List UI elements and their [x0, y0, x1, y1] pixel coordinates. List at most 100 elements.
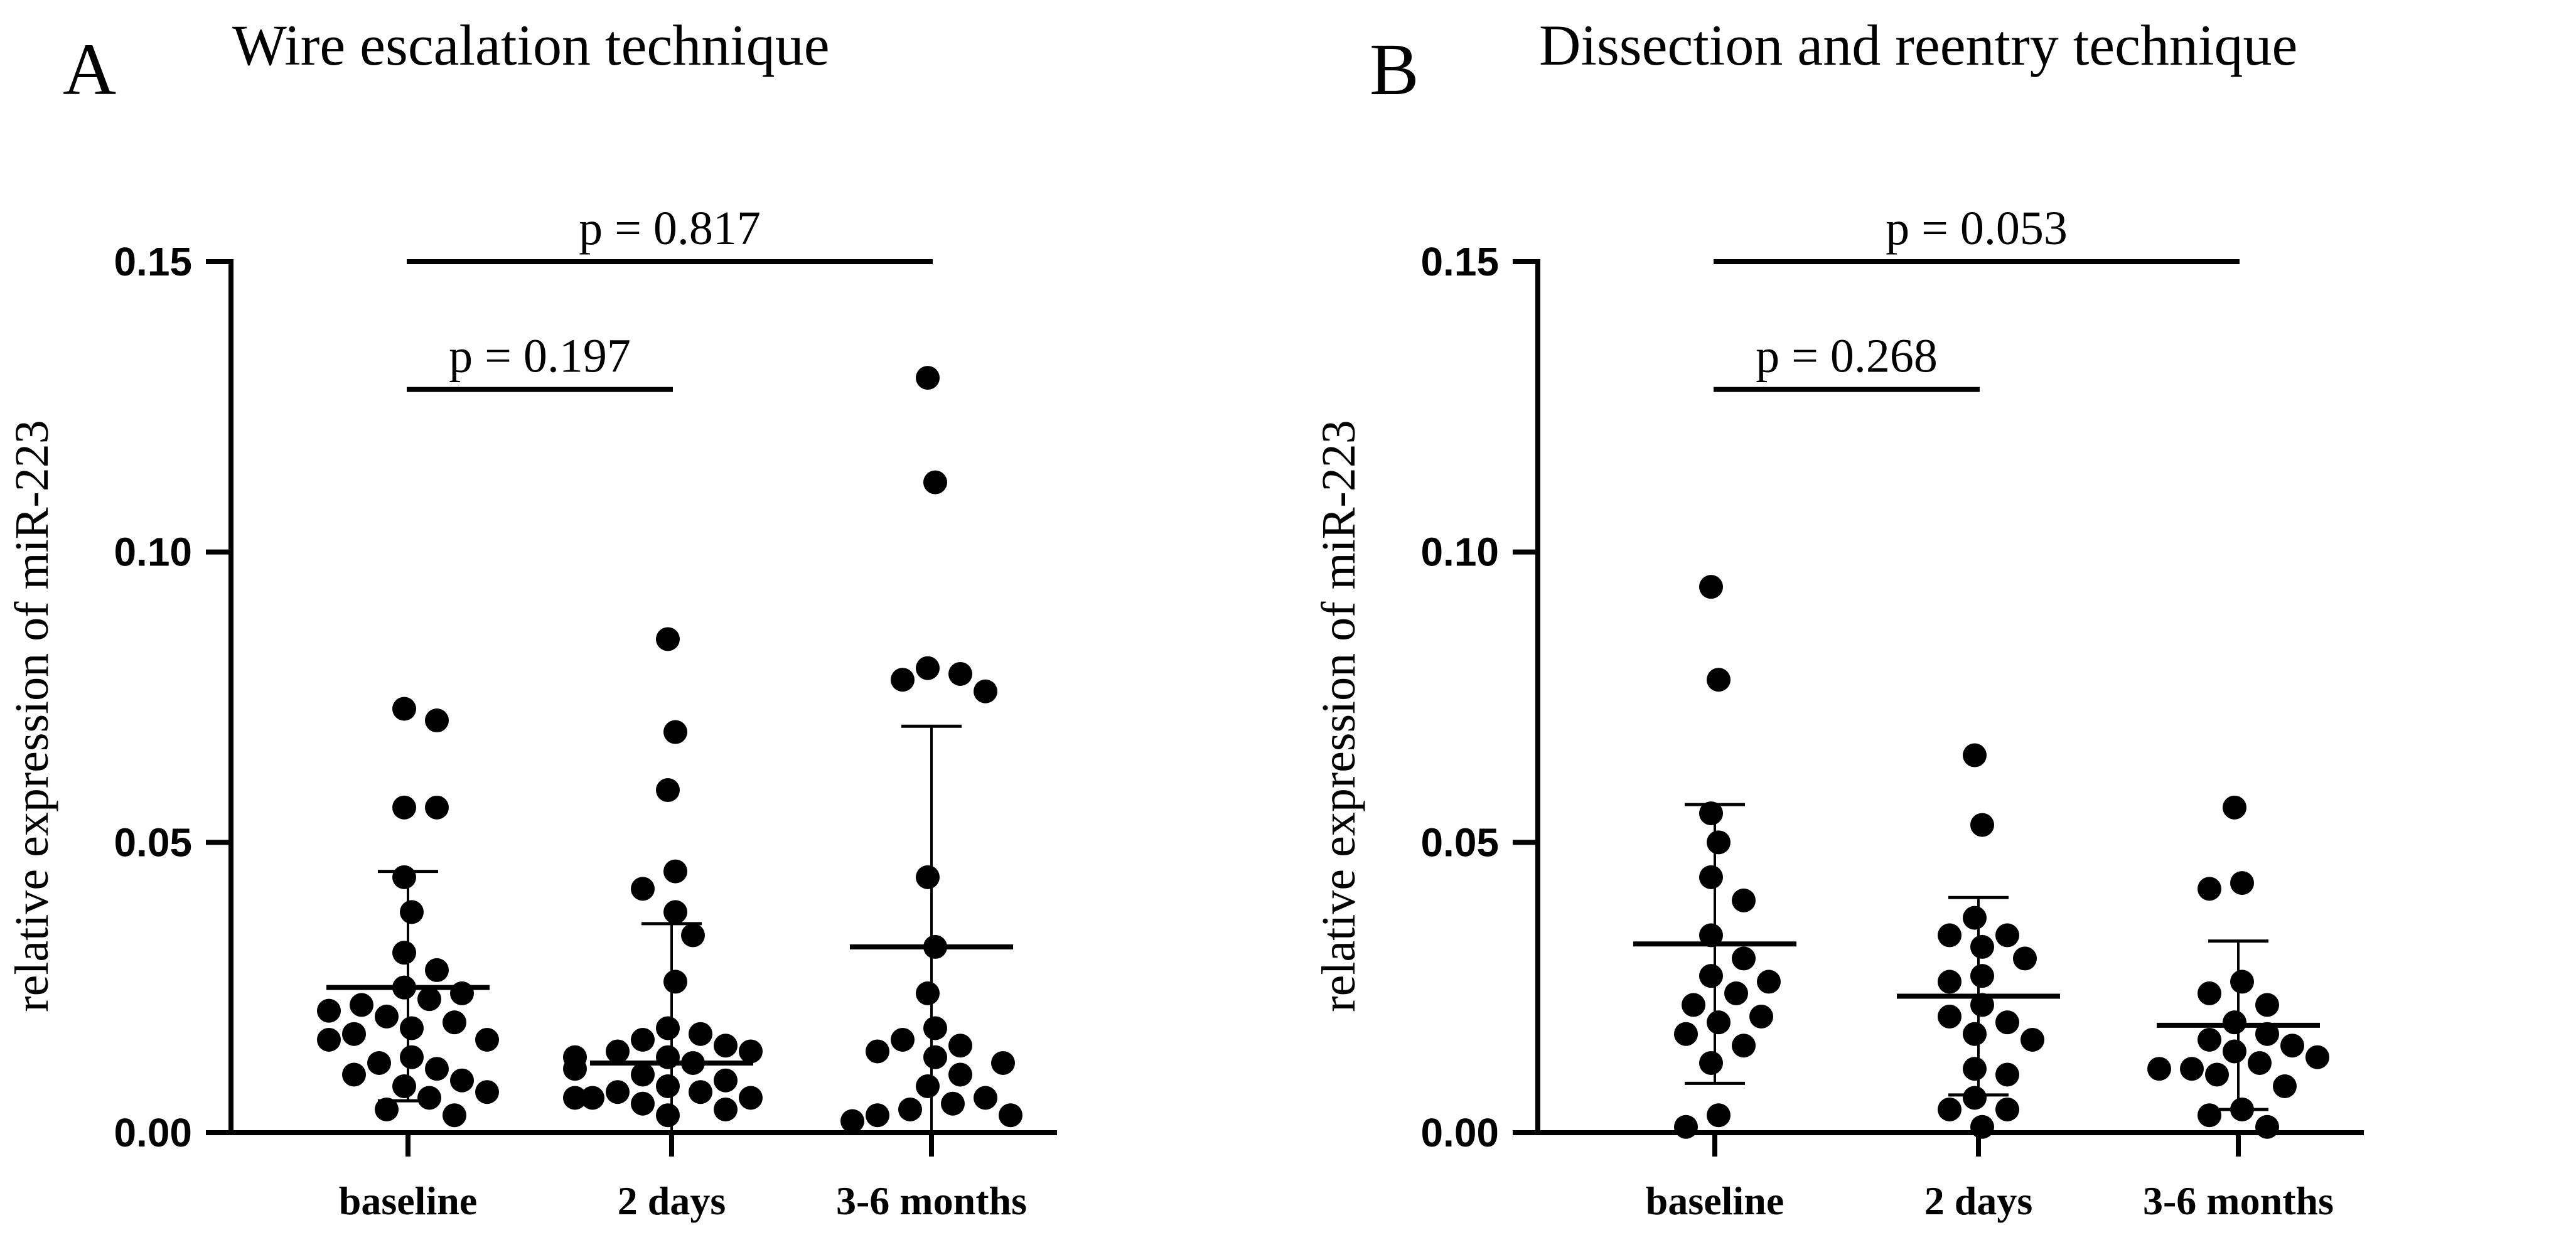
data-point	[2198, 1027, 2221, 1052]
data-point	[392, 1074, 416, 1098]
data-point	[425, 795, 449, 820]
data-point	[681, 923, 705, 948]
data-point	[2223, 1010, 2246, 1035]
chart-title: Dissection and reentry technique	[1539, 13, 2297, 77]
data-point	[2273, 1074, 2297, 1098]
data-point	[425, 1057, 449, 1081]
data-point	[1699, 923, 1723, 948]
y-tick-label: 0.05	[1420, 820, 1499, 865]
data-point	[2230, 970, 2254, 994]
data-point	[392, 865, 416, 889]
data-point	[656, 1045, 680, 1069]
data-point	[656, 778, 680, 803]
data-point	[891, 1027, 915, 1052]
data-point	[656, 1103, 680, 1128]
data-point	[631, 877, 655, 901]
data-point	[425, 958, 449, 982]
chart-panel-b: B Dissection and reentry technique relativ…	[1312, 13, 2364, 1223]
data-point	[1699, 1050, 1723, 1075]
data-point	[350, 993, 373, 1017]
data-point	[948, 1034, 972, 1058]
data-point	[974, 679, 997, 703]
data-point	[631, 1091, 655, 1116]
data-point	[2223, 795, 2246, 820]
data-point	[1995, 923, 2019, 948]
data-point	[2180, 1057, 2204, 1081]
data-point	[1699, 964, 1723, 988]
data-point	[1963, 906, 1987, 930]
data-point	[317, 998, 341, 1023]
data-point	[991, 1050, 1015, 1075]
data-point	[417, 1086, 441, 1110]
x-tick-label: baseline	[339, 1179, 477, 1223]
data-point	[656, 627, 680, 651]
data-point	[2021, 1027, 2044, 1052]
data-point	[1995, 1097, 2019, 1121]
data-point	[891, 668, 915, 692]
data-point	[2255, 1022, 2279, 1046]
data-point	[342, 1062, 366, 1087]
data-point	[1682, 993, 1705, 1017]
data-point	[1699, 575, 1723, 599]
data-point	[916, 981, 940, 1005]
data-point	[1699, 801, 1723, 826]
data-point	[475, 1027, 499, 1052]
x-tick-label: 3-6 months	[836, 1179, 1027, 1223]
group-2-days	[563, 627, 763, 1133]
data-point	[923, 1016, 947, 1040]
data-point	[689, 1022, 712, 1046]
data-point	[581, 1086, 604, 1110]
data-point	[948, 661, 972, 686]
data-point	[443, 1010, 466, 1035]
y-tick-label: 0.15	[114, 239, 192, 284]
data-point	[1732, 1034, 1756, 1058]
data-point	[2223, 1039, 2246, 1064]
data-point	[1970, 813, 1994, 837]
data-point	[1732, 888, 1756, 912]
data-point	[941, 1091, 965, 1116]
data-point	[1674, 1022, 1698, 1046]
data-point	[1749, 1004, 1773, 1029]
y-axis-label: relative expression of miR-223	[1312, 420, 1365, 1012]
data-point	[606, 1080, 630, 1104]
data-point	[375, 1097, 399, 1121]
data-point	[1995, 1062, 2019, 1087]
data-point	[1970, 1114, 1994, 1139]
group-baseline	[317, 697, 499, 1128]
data-point	[663, 970, 687, 994]
group-3-6-months	[2147, 795, 2329, 1139]
p-value-label: p = 0.053	[1886, 202, 2068, 255]
data-point	[916, 366, 940, 390]
data-point	[400, 900, 424, 924]
data-point	[916, 1074, 940, 1098]
data-point	[1724, 981, 1748, 1005]
group-3-6-months	[840, 366, 1022, 1133]
y-axis-label: relative expression of miR-223	[6, 420, 58, 1012]
data-point	[1674, 1114, 1698, 1139]
y-tick-label: 0.10	[114, 530, 192, 575]
data-point	[923, 1045, 947, 1069]
data-point	[2205, 1062, 2229, 1087]
y-tick-label: 0.10	[1420, 530, 1499, 575]
data-point	[1970, 993, 1994, 1017]
data-point	[2305, 1045, 2329, 1069]
data-point	[656, 1016, 680, 1040]
chart-title: Wire escalation technique	[232, 13, 830, 77]
data-point	[1707, 830, 1731, 855]
p-value-label: p = 0.817	[579, 202, 761, 255]
x-tick-label: baseline	[1646, 1179, 1784, 1223]
x-tick-label: 3-6 months	[2143, 1179, 2334, 1223]
data-point	[974, 1086, 997, 1110]
data-point	[866, 1103, 889, 1128]
y-tick-label: 0.00	[114, 1110, 192, 1155]
data-point	[1970, 934, 1994, 959]
data-point	[1757, 970, 1781, 994]
data-point	[999, 1103, 1022, 1128]
data-point	[663, 720, 687, 744]
data-point	[2198, 877, 2221, 901]
data-point	[898, 1097, 922, 1121]
data-point	[866, 1039, 889, 1064]
data-point	[563, 1057, 587, 1081]
y-tick-label: 0.05	[114, 820, 192, 865]
data-point	[714, 1097, 738, 1121]
